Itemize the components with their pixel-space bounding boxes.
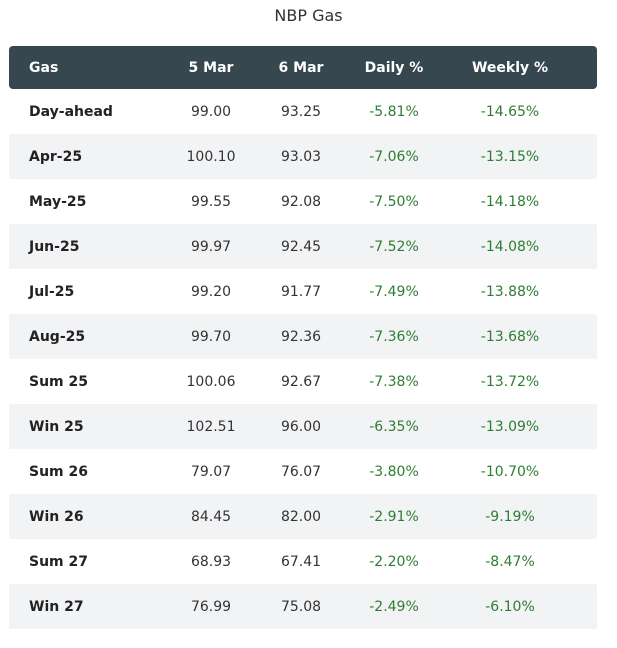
weekly-change: -13.68% bbox=[480, 328, 540, 345]
table-row: Win 26 84.45 82.00 -2.91% -9.19% bbox=[9, 494, 597, 539]
weekly-change: -13.15% bbox=[480, 148, 540, 165]
table-row: May-25 99.55 92.08 -7.50% -14.18% bbox=[9, 179, 597, 224]
weekly-change: -14.18% bbox=[480, 193, 540, 210]
weekly-change: -13.09% bbox=[480, 418, 540, 435]
price-5-mar: 99.00 bbox=[190, 103, 232, 120]
contract-name: Sum 26 bbox=[29, 463, 88, 480]
price-5-mar: 84.45 bbox=[190, 508, 232, 525]
table-row: Jun-25 99.97 92.45 -7.52% -14.08% bbox=[9, 224, 597, 269]
table-row: Day-ahead 99.00 93.25 -5.81% -14.65% bbox=[9, 89, 597, 134]
daily-change: -6.35% bbox=[369, 418, 419, 435]
price-6-mar: 93.03 bbox=[280, 148, 322, 165]
contract-name: May-25 bbox=[29, 193, 87, 210]
daily-change: -2.91% bbox=[369, 508, 419, 525]
daily-change: -7.38% bbox=[369, 373, 419, 390]
price-5-mar: 100.06 bbox=[186, 373, 236, 390]
table-header: Gas 5 Mar 6 Mar Daily % Weekly % bbox=[9, 46, 597, 89]
weekly-change: -14.65% bbox=[480, 103, 540, 120]
header-gas: Gas bbox=[29, 59, 59, 76]
price-6-mar: 92.36 bbox=[280, 328, 322, 345]
weekly-change: -10.70% bbox=[480, 463, 540, 480]
daily-change: -7.36% bbox=[369, 328, 419, 345]
price-6-mar: 91.77 bbox=[280, 283, 322, 300]
daily-change: -7.06% bbox=[369, 148, 419, 165]
price-5-mar: 99.20 bbox=[190, 283, 232, 300]
header-weekly-pct: Weekly % bbox=[471, 59, 549, 76]
price-6-mar: 92.45 bbox=[280, 238, 322, 255]
weekly-change: -13.72% bbox=[480, 373, 540, 390]
header-daily-pct: Daily % bbox=[364, 59, 424, 76]
contract-name: Sum 27 bbox=[29, 553, 88, 570]
weekly-change: -14.08% bbox=[480, 238, 540, 255]
table-row: Win 25 102.51 96.00 -6.35% -13.09% bbox=[9, 404, 597, 449]
contract-name: Aug-25 bbox=[29, 328, 86, 345]
contract-name: Apr-25 bbox=[29, 148, 83, 165]
price-5-mar: 79.07 bbox=[190, 463, 232, 480]
price-6-mar: 82.00 bbox=[280, 508, 322, 525]
contract-name: Win 25 bbox=[29, 418, 84, 435]
price-5-mar: 102.51 bbox=[186, 418, 236, 435]
price-6-mar: 76.07 bbox=[280, 463, 322, 480]
contract-name: Win 27 bbox=[29, 598, 84, 615]
contract-name: Jun-25 bbox=[29, 238, 80, 255]
price-5-mar: 99.70 bbox=[190, 328, 232, 345]
table-row: Aug-25 99.70 92.36 -7.36% -13.68% bbox=[9, 314, 597, 359]
price-5-mar: 99.55 bbox=[190, 193, 232, 210]
daily-change: -3.80% bbox=[369, 463, 419, 480]
price-6-mar: 67.41 bbox=[280, 553, 322, 570]
daily-change: -7.50% bbox=[369, 193, 419, 210]
weekly-change: -9.19% bbox=[485, 508, 535, 525]
table-row: Sum 26 79.07 76.07 -3.80% -10.70% bbox=[9, 449, 597, 494]
price-6-mar: 75.08 bbox=[280, 598, 322, 615]
price-6-mar: 93.25 bbox=[280, 103, 322, 120]
contract-name: Jul-25 bbox=[29, 283, 75, 300]
weekly-change: -6.10% bbox=[485, 598, 535, 615]
header-5-mar: 5 Mar bbox=[188, 59, 234, 76]
contract-name: Win 26 bbox=[29, 508, 84, 525]
table-row: Sum 27 68.93 67.41 -2.20% -8.47% bbox=[9, 539, 597, 584]
price-6-mar: 92.08 bbox=[280, 193, 322, 210]
price-5-mar: 68.93 bbox=[190, 553, 232, 570]
table-title: NBP Gas bbox=[274, 6, 343, 25]
daily-change: -7.52% bbox=[369, 238, 419, 255]
table-row: Win 27 76.99 75.08 -2.49% -6.10% bbox=[9, 584, 597, 629]
contract-name: Day-ahead bbox=[29, 103, 113, 120]
price-5-mar: 100.10 bbox=[186, 148, 236, 165]
table-row: Jul-25 99.20 91.77 -7.49% -13.88% bbox=[9, 269, 597, 314]
daily-change: -2.20% bbox=[369, 553, 419, 570]
header-6-mar: 6 Mar bbox=[278, 59, 324, 76]
table-row: Apr-25 100.10 93.03 -7.06% -13.15% bbox=[9, 134, 597, 179]
price-6-mar: 96.00 bbox=[280, 418, 322, 435]
daily-change: -2.49% bbox=[369, 598, 419, 615]
daily-change: -5.81% bbox=[369, 103, 419, 120]
price-5-mar: 76.99 bbox=[190, 598, 232, 615]
table-row: Sum 25 100.06 92.67 -7.38% -13.72% bbox=[9, 359, 597, 404]
weekly-change: -13.88% bbox=[480, 283, 540, 300]
price-table: Gas 5 Mar 6 Mar Daily % Weekly % Day-ahe… bbox=[9, 46, 597, 629]
contract-name: Sum 25 bbox=[29, 373, 88, 390]
price-6-mar: 92.67 bbox=[280, 373, 322, 390]
price-5-mar: 99.97 bbox=[190, 238, 232, 255]
weekly-change: -8.47% bbox=[485, 553, 535, 570]
daily-change: -7.49% bbox=[369, 283, 419, 300]
